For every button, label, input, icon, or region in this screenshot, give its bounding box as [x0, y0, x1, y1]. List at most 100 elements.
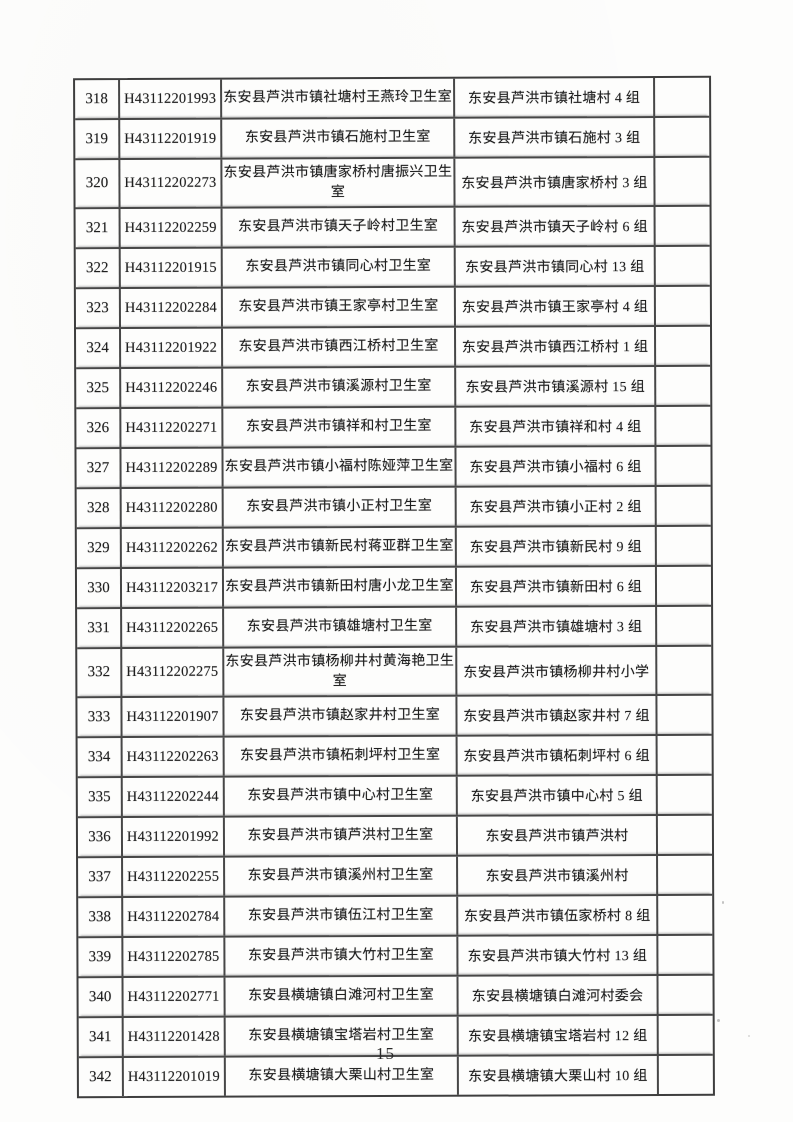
- row-number-cell: 324: [76, 329, 122, 368]
- org-code-cell: H43112202255: [123, 857, 226, 897]
- table-row: 324 H43112201922 东安县芦洪市镇西江桥村卫生室 东安县芦洪市镇西…: [76, 324, 711, 368]
- org-address-cell: 东安县芦洪市镇芦洪村: [457, 815, 659, 855]
- row-number-cell: 334: [77, 738, 123, 777]
- empty-cell: [657, 696, 711, 734]
- org-address-cell: 东安县芦洪市镇赵家井村 7 组: [457, 695, 658, 735]
- empty-cell: [658, 776, 712, 814]
- row-number-cell: 337: [78, 858, 124, 897]
- org-name-cell: 东安县芦洪市镇王家亭村卫生室: [222, 287, 456, 327]
- org-name-cell: 东安县芦洪市镇新民村蒋亚群卫生室: [223, 527, 457, 567]
- org-code-cell: H43112202280: [121, 488, 224, 528]
- table-row: 337 H43112202255 东安县芦洪市镇溪州村卫生室 东安县芦洪市镇溪州…: [78, 853, 713, 897]
- row-number-cell: 323: [75, 289, 121, 328]
- row-number-cell: 325: [76, 369, 122, 408]
- org-code-cell: H43112202246: [121, 368, 224, 408]
- org-name-cell: 东安县芦洪市镇新田村唐小龙卫生室: [223, 567, 458, 607]
- org-address-cell: 东安县芦洪市镇雄塘村 3 组: [457, 606, 658, 646]
- row-number-cell: 326: [76, 409, 122, 448]
- row-number-cell: 330: [76, 569, 123, 608]
- empty-cell: [657, 567, 711, 605]
- org-name-cell: 东安县芦洪市镇中心村卫生室: [224, 776, 458, 816]
- org-code-cell: H43112202771: [123, 977, 226, 1017]
- org-address-cell: 东安县芦洪市镇溪源村 15 组: [456, 366, 657, 406]
- org-name-cell: 东安县芦洪市镇雄塘村卫生室: [224, 607, 458, 647]
- table-row: 331 H43112202265 东安县芦洪市镇雄塘村卫生室 东安县芦洪市镇雄塘…: [77, 604, 712, 648]
- empty-cell: [658, 936, 712, 974]
- org-code-cell: H43112202244: [122, 777, 225, 817]
- table-row: 333 H43112201907 东安县芦洪市镇赵家井村卫生室 东安县芦洪市镇赵…: [77, 693, 712, 737]
- org-code-cell: H43112201993: [120, 79, 223, 119]
- row-number-cell: 318: [75, 80, 121, 119]
- table-row: 332 H43112202275 东安县芦洪市镇杨柳井村黄海艳卫生室 东安县芦洪…: [77, 644, 712, 697]
- row-number-cell: 332: [77, 649, 123, 697]
- org-address-cell: 东安县芦洪市镇祥和村 4 组: [456, 406, 657, 446]
- table-row: 327 H43112202289 东安县芦洪市镇小福村陈娅萍卫生室 东安县芦洪市…: [76, 444, 711, 488]
- page-number: 15: [376, 1044, 395, 1063]
- org-name-cell: 东安县芦洪市镇社塘村王燕玲卫生室: [222, 78, 456, 118]
- org-name-cell: 东安县芦洪市镇柘刺坪村卫生室: [224, 736, 458, 776]
- row-number-cell: 335: [77, 778, 123, 817]
- org-name-cell: 东安县芦洪市镇杨柳井村黄海艳卫生室: [224, 647, 458, 696]
- org-name-cell: 东安县横塘镇白滩河村卫生室: [225, 976, 459, 1016]
- org-address-cell: 东安县横塘镇白滩河村委会: [458, 975, 659, 1015]
- org-code-cell: H43112203217: [121, 568, 225, 608]
- org-name-cell: 东安县芦洪市镇祥和村卫生室: [223, 407, 457, 447]
- table-row: 322 H43112201915 东安县芦洪市镇同心村卫生室 东安县芦洪市镇同心…: [75, 244, 710, 288]
- org-code-cell: H43112202271: [121, 408, 224, 448]
- empty-cell: [657, 487, 711, 525]
- empty-cell: [656, 207, 710, 245]
- org-address-cell: 东安县芦洪市镇社塘村 4 组: [455, 77, 656, 117]
- org-name-cell: 东安县芦洪市镇唐家桥村唐振兴卫生室: [222, 158, 456, 207]
- empty-cell: [658, 816, 712, 854]
- org-address-cell: 东安县芦洪市镇伍家桥村 8 组: [458, 895, 659, 935]
- org-name-cell: 东安县芦洪市镇芦洪村卫生室: [224, 816, 459, 856]
- empty-cell: [656, 287, 710, 325]
- org-code-cell: H43112202273: [120, 159, 223, 208]
- empty-cell: [658, 896, 712, 934]
- org-address-cell: 东安县芦洪市镇石施村 3 组: [455, 117, 656, 157]
- empty-cell: [656, 247, 710, 285]
- org-name-cell: 东安县芦洪市镇同心村卫生室: [222, 247, 456, 287]
- health-clinic-records-table: 318 H43112201993 东安县芦洪市镇社塘村王燕玲卫生室 东安县芦洪市…: [73, 75, 715, 1099]
- org-address-cell: 东安县芦洪市镇溪州村: [458, 855, 659, 895]
- empty-cell: [655, 158, 709, 205]
- org-name-cell: 东安县芦洪市镇溪州村卫生室: [225, 856, 459, 896]
- table-row: 321 H43112202259 东安县芦洪市镇天子岭村卫生室 东安县芦洪市镇天…: [75, 204, 710, 248]
- org-code-cell: H43112201992: [122, 817, 226, 857]
- table-row: 318 H43112201993 东安县芦洪市镇社塘村王燕玲卫生室 东安县芦洪市…: [75, 77, 709, 119]
- org-code-cell: H43112202275: [122, 648, 225, 697]
- empty-cell: [657, 527, 711, 565]
- row-number-cell: 319: [75, 120, 121, 159]
- table-row: 330 H43112203217 东安县芦洪市镇新田村唐小龙卫生室 东安县芦洪市…: [76, 564, 712, 608]
- org-name-cell: 东安县芦洪市镇小福村陈娅萍卫生室: [223, 447, 457, 487]
- empty-cell: [657, 607, 711, 645]
- empty-cell: [656, 327, 710, 365]
- table-row: 329 H43112202262 东安县芦洪市镇新民村蒋亚群卫生室 东安县芦洪市…: [76, 524, 711, 568]
- org-code-cell: H43112202289: [121, 448, 224, 488]
- table-row: 335 H43112202244 东安县芦洪市镇中心村卫生室 东安县芦洪市镇中心…: [77, 773, 712, 817]
- empty-cell: [656, 447, 710, 485]
- table-row: 338 H43112202784 东安县芦洪市镇伍江村卫生室 东安县芦洪市镇伍家…: [78, 893, 713, 937]
- empty-cell: [657, 647, 711, 694]
- org-address-cell: 东安县芦洪市镇王家亭村 4 组: [455, 286, 656, 326]
- org-address-cell: 东安县芦洪市镇同心村 13 组: [455, 246, 656, 286]
- org-address-cell: 东安县芦洪市镇柘刺坪村 6 组: [457, 735, 658, 775]
- table-row: 339 H43112202785 东安县芦洪市镇大竹村卫生室 东安县芦洪市镇大竹…: [78, 933, 713, 977]
- scan-speck: [722, 901, 724, 904]
- org-name-cell: 东安县芦洪市镇赵家井村卫生室: [224, 696, 458, 736]
- row-number-cell: 321: [75, 209, 121, 248]
- org-code-cell: H43112202284: [120, 288, 223, 328]
- row-number-cell: 322: [75, 249, 121, 288]
- org-code-cell: H43112201919: [120, 119, 223, 159]
- empty-cell: [658, 736, 712, 774]
- table-row: 340 H43112202771 东安县横塘镇白滩河村卫生室 东安县横塘镇白滩河…: [78, 973, 713, 1017]
- org-code-cell: H43112202263: [122, 737, 225, 777]
- org-address-cell: 东安县芦洪市镇杨柳井村小学: [457, 646, 658, 695]
- table-row: 319 H43112201919 东安县芦洪市镇石施村卫生室 东安县芦洪市镇石施…: [75, 115, 710, 159]
- org-name-cell: 东安县芦洪市镇天子岭村卫生室: [222, 207, 456, 247]
- org-name-cell: 东安县芦洪市镇伍江村卫生室: [225, 896, 459, 936]
- org-address-cell: 东安县芦洪市镇新民村 9 组: [456, 526, 657, 566]
- empty-cell: [655, 118, 709, 156]
- row-number-cell: 331: [77, 609, 123, 648]
